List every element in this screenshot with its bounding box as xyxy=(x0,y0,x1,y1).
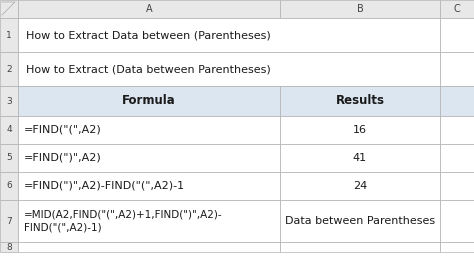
Text: =MID(A2,FIND("(",A2)+1,FIND(")",A2)-
FIND("(",A2)-1): =MID(A2,FIND("(",A2)+1,FIND(")",A2)- FIN… xyxy=(24,210,223,232)
Bar xyxy=(18,18,440,52)
Bar xyxy=(280,86,440,116)
Text: 41: 41 xyxy=(353,153,367,163)
Text: 6: 6 xyxy=(6,182,12,190)
Bar xyxy=(440,242,474,252)
Bar xyxy=(280,116,440,144)
Bar xyxy=(440,86,474,116)
Bar xyxy=(0,172,18,200)
Text: C: C xyxy=(454,4,460,14)
Bar xyxy=(0,116,18,144)
Text: 3: 3 xyxy=(6,97,12,105)
Bar xyxy=(440,200,474,242)
Bar xyxy=(0,18,18,52)
Bar xyxy=(280,242,440,252)
Text: 4: 4 xyxy=(6,126,12,134)
Text: Results: Results xyxy=(336,94,384,108)
Bar xyxy=(18,86,280,116)
Bar xyxy=(440,116,474,144)
Text: A: A xyxy=(146,4,152,14)
Text: 7: 7 xyxy=(6,217,12,225)
Bar xyxy=(18,200,280,242)
Text: How to Extract (Data between Parentheses): How to Extract (Data between Parentheses… xyxy=(26,64,271,74)
Bar xyxy=(440,0,474,18)
Text: 16: 16 xyxy=(353,125,367,135)
Text: =FIND("(",A2): =FIND("(",A2) xyxy=(24,125,102,135)
Text: 8: 8 xyxy=(6,242,12,252)
Text: 1: 1 xyxy=(6,30,12,40)
Bar xyxy=(440,52,474,86)
Text: =FIND(")",A2)-FIND("(",A2)-1: =FIND(")",A2)-FIND("(",A2)-1 xyxy=(24,181,185,191)
Bar xyxy=(440,144,474,172)
Bar xyxy=(18,0,280,18)
Bar xyxy=(0,52,18,86)
Text: 5: 5 xyxy=(6,154,12,162)
Bar xyxy=(0,144,18,172)
Text: 2: 2 xyxy=(6,65,12,73)
Bar xyxy=(0,242,18,252)
Bar xyxy=(280,172,440,200)
Bar xyxy=(440,18,474,52)
Bar xyxy=(440,172,474,200)
Bar xyxy=(18,52,440,86)
Bar xyxy=(0,0,18,18)
Bar xyxy=(18,172,280,200)
Bar xyxy=(280,144,440,172)
Bar xyxy=(0,86,18,116)
Text: Formula: Formula xyxy=(122,94,176,108)
Bar xyxy=(280,0,440,18)
Text: =FIND(")",A2): =FIND(")",A2) xyxy=(24,153,102,163)
Text: How to Extract Data between (Parentheses): How to Extract Data between (Parentheses… xyxy=(26,30,271,40)
Text: Data between Parentheses: Data between Parentheses xyxy=(285,216,435,226)
Bar xyxy=(18,144,280,172)
Bar xyxy=(18,242,280,252)
Bar xyxy=(280,200,440,242)
Bar xyxy=(0,200,18,242)
Text: B: B xyxy=(356,4,364,14)
Bar xyxy=(18,116,280,144)
Text: 24: 24 xyxy=(353,181,367,191)
